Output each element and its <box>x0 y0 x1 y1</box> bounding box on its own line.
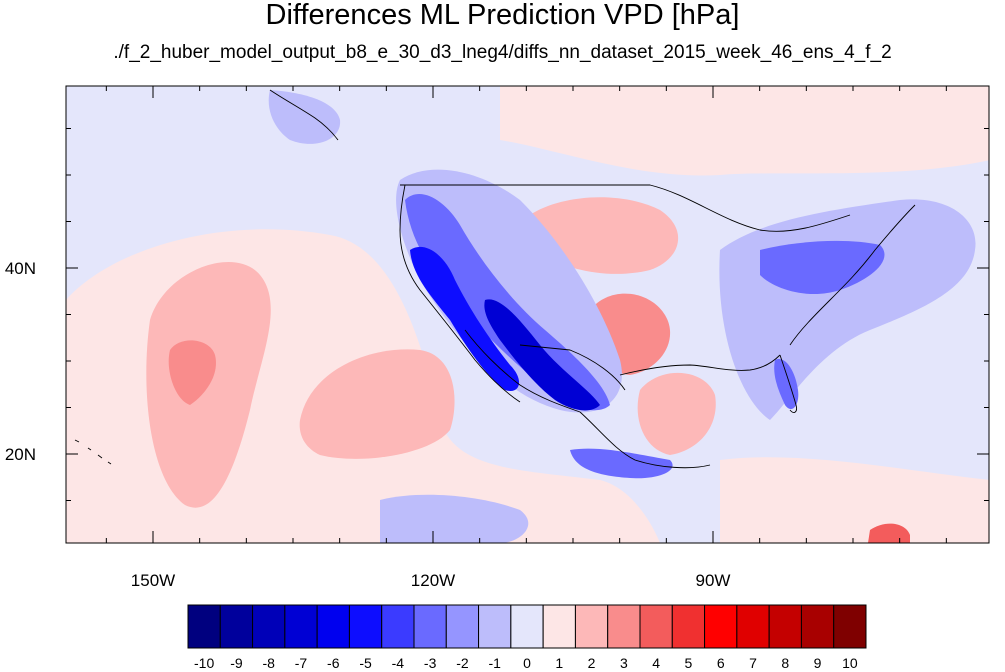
colorbar-label: -1 <box>488 655 501 671</box>
mexico-coastline <box>579 411 711 469</box>
negative-anomaly-tropics <box>380 494 529 543</box>
colorbar-swatch <box>607 604 641 649</box>
colorbar-label: -8 <box>262 655 275 671</box>
negative-anomaly-mountains <box>405 194 610 411</box>
map-title: Differences ML Prediction VPD [hPa] <box>265 0 740 31</box>
light-positive-zone <box>500 86 989 176</box>
lon-tick-label: 90W <box>696 571 731 590</box>
colorbar-swatch <box>316 604 350 649</box>
light-positive-zone <box>720 457 989 543</box>
lon-tick-label: 120W <box>411 571 455 590</box>
colorbar-swatch <box>768 604 802 649</box>
colorbar-swatch <box>478 604 512 649</box>
colorbar-swatch <box>736 604 770 649</box>
hawaii-islands <box>74 439 112 465</box>
colorbar-swatch <box>284 604 318 649</box>
negative-anomaly-florida <box>774 359 799 410</box>
colorbar-swatch <box>219 604 254 649</box>
coastlines <box>74 89 916 469</box>
us-mexico-border <box>519 344 626 391</box>
colorbar-swatch <box>187 604 221 649</box>
colorbar-label: 9 <box>814 655 822 671</box>
colorbar-label: 5 <box>685 655 693 671</box>
colorbar-label: -10 <box>194 655 214 671</box>
positive-anomaly-pacific-core <box>168 340 216 405</box>
colorbar-swatch <box>381 604 415 649</box>
colorbar-label: 10 <box>842 655 858 671</box>
colorbar-swatch <box>348 604 383 649</box>
colorbar-swatch <box>574 604 609 649</box>
strong-negative-baja <box>484 299 600 411</box>
colorbar-label: -9 <box>230 655 243 671</box>
colorbar-swatch <box>833 604 867 649</box>
colorbar-label: 1 <box>555 655 563 671</box>
colorbar-label: 7 <box>749 655 757 671</box>
colorbar-label: 2 <box>588 655 596 671</box>
colorbar-label: -7 <box>295 655 308 671</box>
west-coastline <box>399 184 521 403</box>
colorbar-swatch <box>252 604 286 649</box>
difference-field <box>66 86 989 543</box>
negative-anomaly-northeast <box>760 240 885 295</box>
colorbar-swatch <box>800 604 835 649</box>
lat-tick-label: 20N <box>5 445 36 464</box>
negative-anomaly-alaska <box>268 90 341 144</box>
colorbar-label: -6 <box>327 655 340 671</box>
colorbar-swatch <box>445 604 480 649</box>
florida-coastline <box>779 354 797 413</box>
colorbar: -10 -9 -8 -7 -6 -5 -4 -3 -2 -1 0 1 2 3 4 5 6 7 8 9 10 <box>187 604 867 671</box>
lon-tick-label: 150W <box>131 571 175 590</box>
colorbar-swatch <box>639 604 673 649</box>
us-canada-border <box>400 184 851 232</box>
colorbar-label: -3 <box>424 655 437 671</box>
map-ticks: 150W 120W 90W 40N 20N <box>5 86 989 590</box>
colorbar-swatch <box>510 604 544 649</box>
colorbar-label: 4 <box>652 655 660 671</box>
map-subtitle: ./f_2_huber_model_output_b8_e_30_d3_lneg… <box>113 42 892 63</box>
colorbar-label: -2 <box>456 655 469 671</box>
colorbar-swatch <box>704 604 738 649</box>
colorbar-swatch <box>671 604 706 649</box>
strong-negative-california <box>410 246 520 391</box>
colorbar-swatch <box>413 604 447 649</box>
lat-tick-label: 40N <box>5 259 36 278</box>
colorbar-label: 0 <box>523 655 531 671</box>
positive-anomaly-gulf <box>637 372 716 455</box>
east-coastline <box>789 204 916 346</box>
gulf-coastline <box>619 354 781 376</box>
colorbar-swatch <box>542 604 576 649</box>
baja-coastline <box>464 329 581 413</box>
positive-anomaly-offshore <box>299 349 455 459</box>
map-plot-area: 150W 120W 90W 40N 20N <box>5 85 990 590</box>
colorbar-label: 6 <box>717 655 725 671</box>
negative-anomaly-mexico <box>570 448 673 479</box>
colorbar-label: -5 <box>359 655 372 671</box>
alaska-coast <box>269 89 339 141</box>
colorbar-label: 8 <box>781 655 789 671</box>
colorbar-label: -4 <box>392 655 405 671</box>
colorbar-label: 3 <box>620 655 628 671</box>
